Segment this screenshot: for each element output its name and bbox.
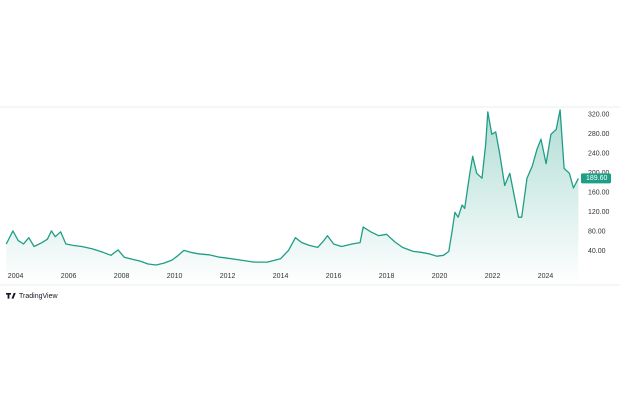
line (5, 109, 579, 266)
y-tick-label: 120.00 (588, 209, 610, 216)
last-value-label: 189.60 (586, 175, 608, 182)
y-tick-label: 240.00 (588, 151, 610, 158)
y-tick-label: 320.00 (588, 112, 610, 119)
y-tick-label: 280.00 (588, 131, 610, 138)
logo (5, 293, 16, 299)
y-tick-label: 40.00 (588, 248, 606, 255)
last-value-box (581, 173, 611, 184)
y-tick-label: 80.00 (588, 229, 606, 236)
area (6, 109, 579, 286)
attribution: TradingView (19, 293, 58, 300)
y-tick-label: 160.00 (588, 190, 610, 197)
